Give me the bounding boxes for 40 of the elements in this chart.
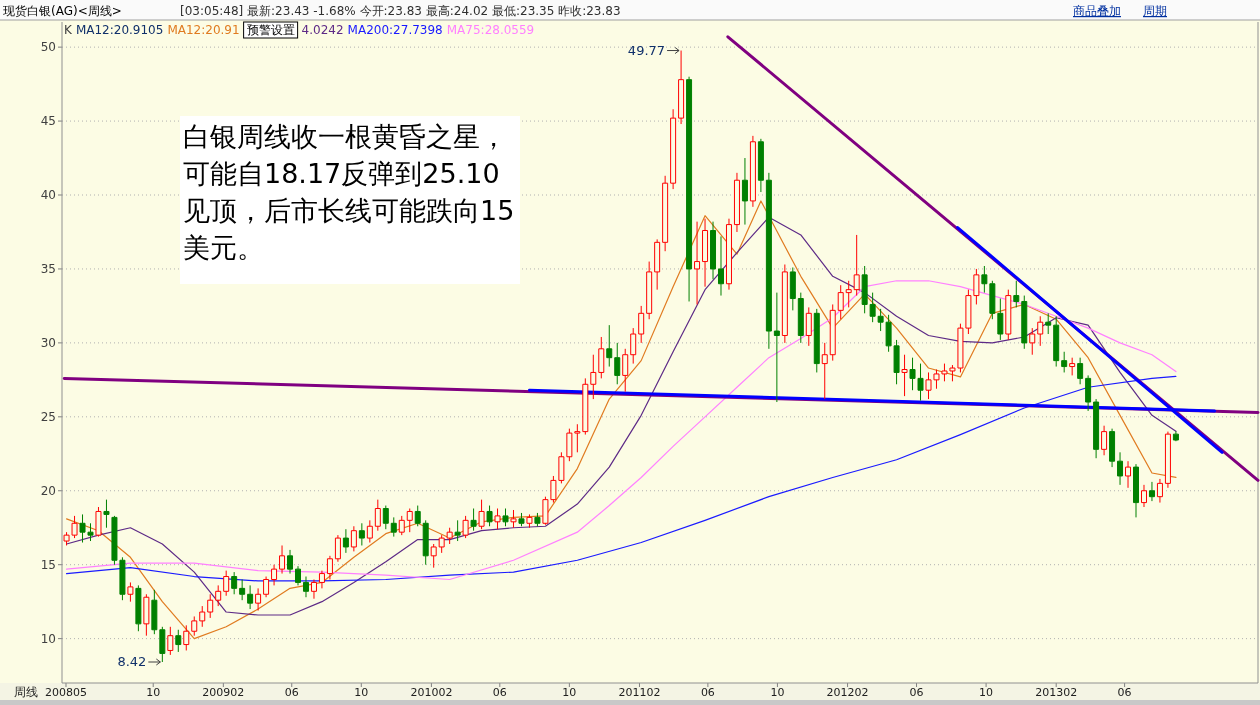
x-tick-label: 10 xyxy=(562,686,577,699)
annotation: 49.77 xyxy=(627,42,666,58)
y-tick-label: 40 xyxy=(40,188,56,203)
annotation: 预警设置 xyxy=(246,23,295,37)
x-tick-label: 10 xyxy=(770,686,785,699)
x-tick-label: 10 xyxy=(979,686,994,699)
x-tick-label: 10 xyxy=(354,686,369,699)
text: MA12:20.91 xyxy=(167,23,240,37)
x-tick-label: 06 xyxy=(700,686,715,699)
x-tick-label: 10 xyxy=(146,686,161,699)
annotation: 白银周线收一根黄昏之星，可能自18.17反弹到25.10见顶，后市长线可能跌向15美元。 xyxy=(183,121,515,263)
text: 周期 xyxy=(1143,4,1167,18)
y-tick-label: 50 xyxy=(40,40,56,55)
annotation: MA12:20.9105 xyxy=(75,23,164,37)
y-tick-label: 10 xyxy=(40,631,56,646)
x-tick-label: 201202 xyxy=(826,686,869,699)
x-tick-label: 06 xyxy=(1117,686,1132,699)
chart-subtitle: [03:05:48] 最新:23.43 -1.68% 今开:23.83 最高:24.02 最低:23.35 昨收:23.83 xyxy=(180,4,621,18)
y-tick-label: 30 xyxy=(40,335,56,350)
x-tick-label: 201002 xyxy=(410,686,453,699)
chart-title: 现货白银(AG)<周线> xyxy=(3,4,122,18)
y-tick-label: 20 xyxy=(40,483,56,498)
y-tick-label: 15 xyxy=(40,557,56,572)
x-tick-label: 200805 xyxy=(44,686,87,699)
text: MA200:27.7398 xyxy=(347,23,443,37)
text: MA75:28.0559 xyxy=(446,23,535,37)
x-tick-label: 201102 xyxy=(618,686,661,699)
text: 周线 xyxy=(14,685,38,699)
x-tick-label: 06 xyxy=(284,686,299,699)
y-tick-label: 45 xyxy=(40,114,56,129)
x-tick-label: 06 xyxy=(909,686,924,699)
text: 商品叠加 xyxy=(1073,4,1121,18)
x-tick-label: 201302 xyxy=(1035,686,1078,699)
annotation: K xyxy=(64,23,73,37)
y-tick-label: 25 xyxy=(40,409,56,424)
text: 4.0242 xyxy=(301,23,344,37)
x-tick-label: 200902 xyxy=(202,686,245,699)
y-tick-label: 35 xyxy=(40,261,56,276)
x-tick-label: 06 xyxy=(492,686,507,699)
annotation: 8.42 xyxy=(117,654,147,669)
